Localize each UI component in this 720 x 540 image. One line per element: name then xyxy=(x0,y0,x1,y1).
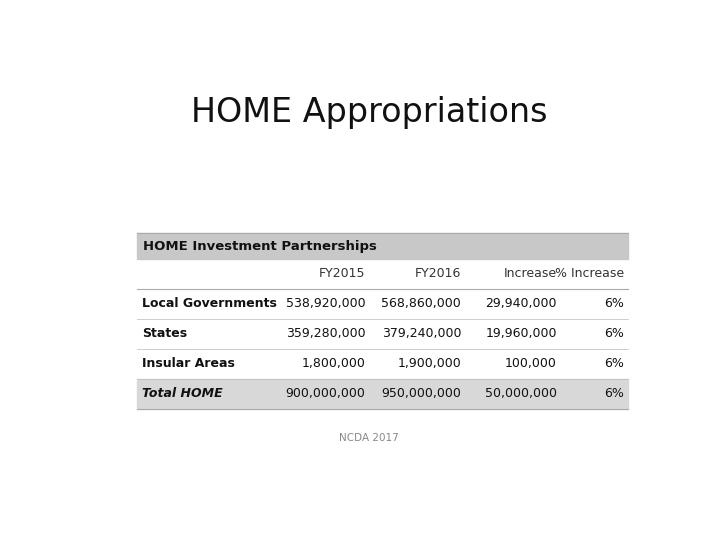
Text: 379,240,000: 379,240,000 xyxy=(382,327,462,340)
Text: 1,900,000: 1,900,000 xyxy=(397,357,462,370)
Text: 538,920,000: 538,920,000 xyxy=(286,298,366,310)
Text: FY2016: FY2016 xyxy=(415,267,462,280)
Text: HOME Appropriations: HOME Appropriations xyxy=(191,96,547,129)
Text: 6%: 6% xyxy=(604,387,624,400)
Text: 19,960,000: 19,960,000 xyxy=(485,327,557,340)
Text: 6%: 6% xyxy=(604,357,624,370)
Text: 29,940,000: 29,940,000 xyxy=(485,298,557,310)
Text: 950,000,000: 950,000,000 xyxy=(382,387,462,400)
Text: 6%: 6% xyxy=(604,327,624,340)
Text: 900,000,000: 900,000,000 xyxy=(286,387,366,400)
Text: States: States xyxy=(142,327,187,340)
Text: HOME Investment Partnerships: HOME Investment Partnerships xyxy=(143,240,377,253)
Text: 1,800,000: 1,800,000 xyxy=(302,357,366,370)
Text: Insular Areas: Insular Areas xyxy=(142,357,235,370)
Text: NCDA 2017: NCDA 2017 xyxy=(339,433,399,443)
Text: Increase: Increase xyxy=(504,267,557,280)
Text: FY2015: FY2015 xyxy=(319,267,366,280)
Text: 6%: 6% xyxy=(604,298,624,310)
Text: Local Governments: Local Governments xyxy=(142,298,276,310)
Text: 50,000,000: 50,000,000 xyxy=(485,387,557,400)
Text: Total HOME: Total HOME xyxy=(142,387,222,400)
Text: 100,000: 100,000 xyxy=(505,357,557,370)
Text: 359,280,000: 359,280,000 xyxy=(286,327,366,340)
Bar xyxy=(138,233,629,259)
Text: % Increase: % Increase xyxy=(555,267,624,280)
Text: 568,860,000: 568,860,000 xyxy=(382,298,462,310)
Bar xyxy=(138,379,629,409)
